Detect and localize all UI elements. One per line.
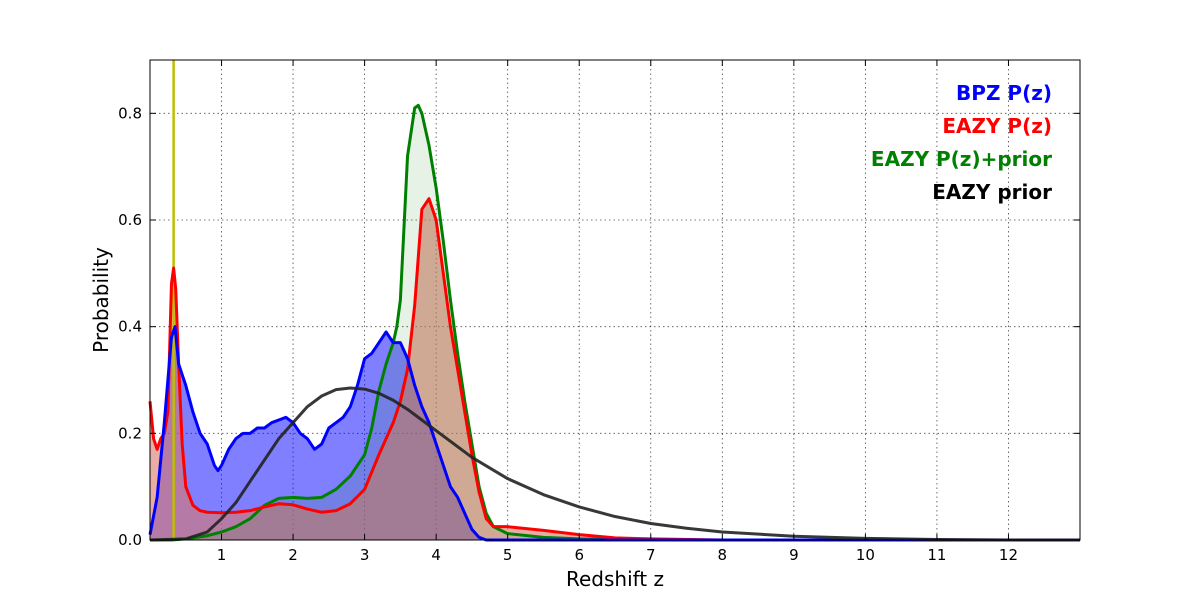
x-tick-label: 3: [360, 546, 370, 564]
series-fill-2: [150, 105, 1080, 540]
x-tick-label: 10: [856, 546, 875, 564]
y-tick-label: 0.2: [118, 424, 142, 442]
y-axis-label: Probability: [89, 247, 113, 353]
legend-entry: BPZ P(z): [956, 81, 1052, 105]
y-tick-label: 0.0: [118, 531, 142, 549]
axis-ticks: 1 2 3 4 5 6 7 8 9 10 11 120.00.20.40.60.8: [118, 60, 1080, 564]
legend-entry: EAZY P(z)+prior: [871, 147, 1052, 171]
series-fill-1: [150, 198, 1080, 541]
x-tick-label: 5: [503, 546, 513, 564]
y-tick-label: 0.4: [118, 318, 142, 336]
series-line-0: [148, 325, 1080, 542]
x-tick-label: 7: [646, 546, 656, 564]
series-line-1: [148, 197, 1080, 542]
y-tick-label: 0.8: [118, 104, 142, 122]
y-tick-label: 0.6: [118, 211, 142, 229]
x-tick-label: 2: [288, 546, 298, 564]
x-tick-label: 11: [927, 546, 946, 564]
legend: BPZ P(z) EAZY P(z) EAZY P(z)+prior EAZY pri…: [871, 81, 1052, 204]
legend-entry: EAZY prior: [932, 180, 1052, 204]
x-tick-label: 6: [574, 546, 584, 564]
series-line-3: [149, 386, 1080, 542]
x-tick-label: 12: [999, 546, 1018, 564]
x-axis-label: Redshift z: [566, 567, 664, 591]
x-tick-label: 9: [789, 546, 799, 564]
plot-frame: [149, 59, 1081, 541]
legend-entry: EAZY P(z): [942, 114, 1052, 138]
x-tick-label: 1: [217, 546, 227, 564]
x-tick-label: 8: [718, 546, 728, 564]
x-tick-label: 4: [431, 546, 441, 564]
series-lines: [148, 60, 1080, 542]
